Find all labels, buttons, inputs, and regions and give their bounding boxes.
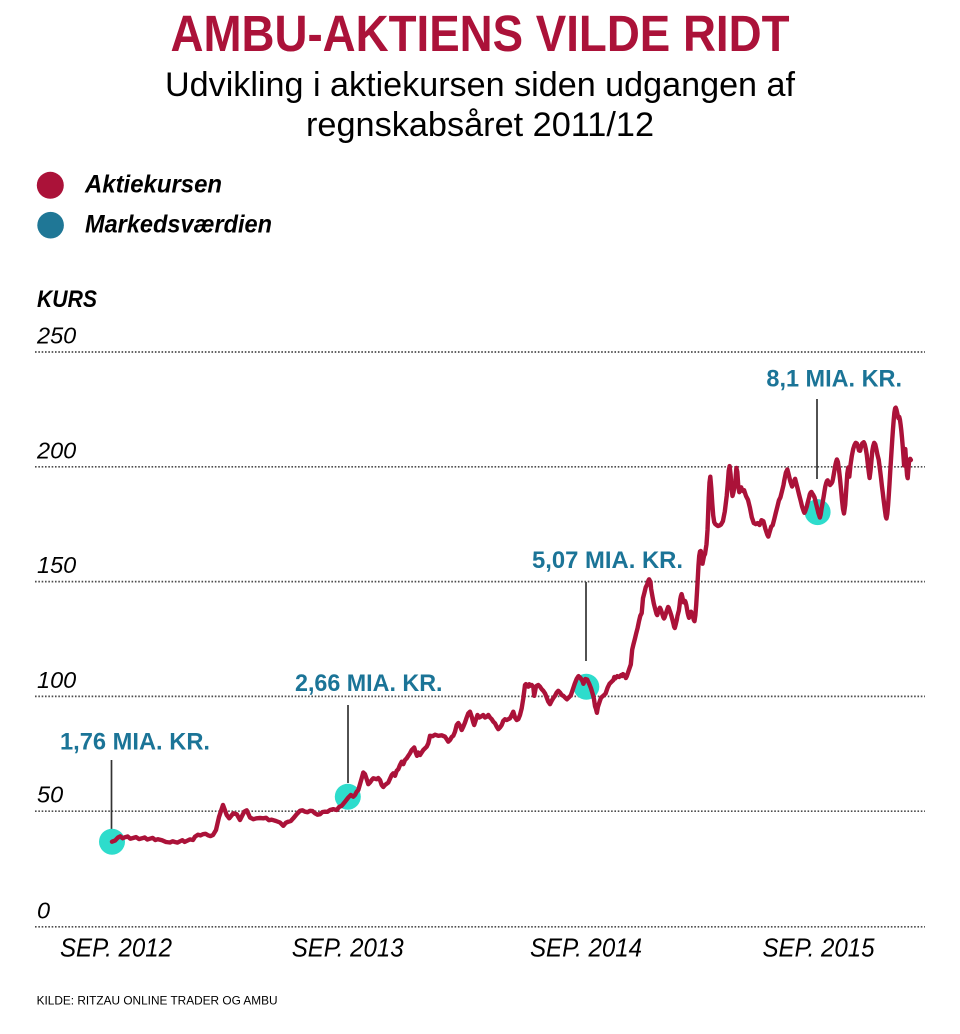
svg-text:SEP. 2012: SEP. 2012 [60, 933, 172, 963]
svg-text:8,1 MIA. KR.: 8,1 MIA. KR. [766, 366, 902, 393]
svg-text:1,76 MIA. KR.: 1,76 MIA. KR. [60, 729, 210, 756]
svg-text:AMBU-AKTIENS VILDE RIDT: AMBU-AKTIENS VILDE RIDT [171, 5, 790, 62]
svg-text:SEP. 2013: SEP. 2013 [292, 933, 404, 963]
svg-text:regnskabsåret 2011/12: regnskabsåret 2011/12 [306, 106, 654, 144]
svg-text:2,66 MIA. KR.: 2,66 MIA. KR. [295, 670, 443, 697]
svg-text:Aktiekursen: Aktiekursen [84, 171, 222, 199]
svg-text:Udvikling i aktiekursen siden: Udvikling i aktiekursen siden udgangen a… [165, 66, 796, 104]
svg-text:KILDE: RITZAU ONLINE TRADER OG: KILDE: RITZAU ONLINE TRADER OG AMBU [37, 994, 278, 1008]
svg-text:KURS: KURS [37, 286, 97, 313]
svg-text:SEP. 2014: SEP. 2014 [530, 933, 642, 963]
svg-text:0: 0 [37, 897, 50, 923]
svg-text:Markedsværdien: Markedsværdien [85, 211, 272, 239]
svg-text:5,07 MIA. KR.: 5,07 MIA. KR. [532, 547, 683, 574]
svg-text:150: 150 [37, 552, 76, 578]
svg-text:50: 50 [37, 782, 63, 808]
svg-text:200: 200 [36, 437, 76, 463]
svg-text:100: 100 [37, 667, 76, 693]
svg-text:SEP. 2015: SEP. 2015 [763, 933, 875, 963]
svg-text:250: 250 [36, 323, 76, 349]
